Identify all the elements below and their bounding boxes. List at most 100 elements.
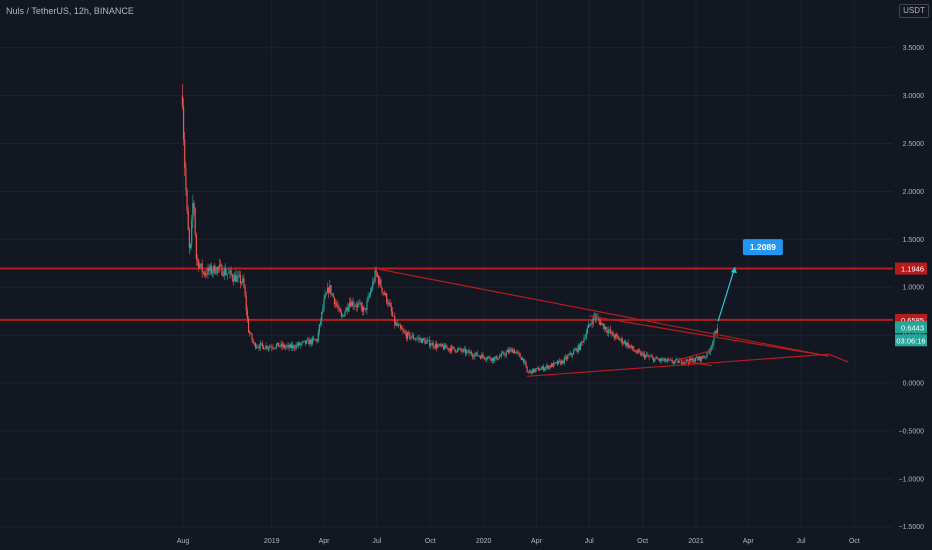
candle-body xyxy=(308,339,310,345)
candle-body xyxy=(416,338,418,340)
candle-body xyxy=(268,346,271,348)
candle-body xyxy=(293,345,295,349)
candle-body xyxy=(711,347,713,349)
candle-body xyxy=(300,343,302,346)
candle-body xyxy=(386,293,388,303)
candle-body xyxy=(713,334,715,342)
candle-body xyxy=(433,346,435,348)
candle-body xyxy=(528,371,531,373)
candle-body xyxy=(662,359,664,361)
x-tick-label: Oct xyxy=(637,538,648,545)
candle-body xyxy=(366,300,368,310)
candle-body xyxy=(565,356,568,359)
candle-body xyxy=(336,303,338,306)
candle-body xyxy=(682,363,684,365)
candle-body xyxy=(459,348,461,349)
candle-body xyxy=(705,356,707,358)
candle-body xyxy=(702,357,705,359)
candle-body xyxy=(237,275,239,277)
candle-body xyxy=(323,298,325,308)
candle-body xyxy=(346,307,348,311)
candle-body xyxy=(198,260,200,269)
candle-body xyxy=(499,355,502,357)
candle-body xyxy=(236,276,238,282)
candle-body xyxy=(604,326,606,330)
candle-body xyxy=(374,270,376,282)
candle-body xyxy=(257,346,259,348)
candle-body xyxy=(670,359,672,361)
candle-body xyxy=(487,357,489,359)
candle-body xyxy=(274,347,276,349)
candle-body xyxy=(648,356,650,357)
candle-body xyxy=(210,265,213,273)
candle-body xyxy=(547,365,549,369)
candle-body xyxy=(693,361,695,363)
candle-body xyxy=(343,315,345,317)
candle-body xyxy=(716,327,719,333)
candle-body xyxy=(410,337,412,339)
candle-body xyxy=(629,345,632,347)
candle-body xyxy=(412,335,414,339)
candle-body xyxy=(585,332,587,338)
candle-body xyxy=(641,353,643,356)
candle-body xyxy=(590,323,592,325)
candle-body xyxy=(475,352,477,355)
candle-body xyxy=(432,342,434,347)
candle-body xyxy=(278,342,280,348)
candle-body xyxy=(287,344,289,347)
candle-body xyxy=(588,324,590,328)
trend-line xyxy=(828,353,849,363)
candle-body xyxy=(388,303,390,305)
y-tick-label: 1.5000 xyxy=(903,237,925,244)
y-tick-label: 3.0000 xyxy=(903,93,925,100)
candle-body xyxy=(453,346,455,350)
currency-unit-label[interactable]: USDT xyxy=(899,4,929,18)
candle-body xyxy=(561,360,563,365)
candle-body xyxy=(397,324,399,326)
candlesticks xyxy=(181,83,719,376)
candle-body xyxy=(345,307,347,313)
candle-body xyxy=(292,345,294,348)
candle-body xyxy=(223,268,225,276)
countdown-label: 03:06:16 xyxy=(896,336,925,345)
candle-body xyxy=(227,273,229,275)
y-tick-label: −1.5000 xyxy=(899,524,925,531)
y-tick-label: 3.5000 xyxy=(903,45,925,52)
candle-body xyxy=(533,368,535,372)
candle-body xyxy=(714,331,716,335)
candle-body xyxy=(440,344,442,346)
candle-body xyxy=(507,350,510,353)
candle-body xyxy=(683,362,685,364)
candle-body xyxy=(456,348,459,352)
candle-body xyxy=(214,265,216,274)
candle-body xyxy=(394,316,396,326)
candle-body xyxy=(564,356,567,358)
candle-body xyxy=(505,352,507,356)
projection-arrowhead xyxy=(730,267,737,274)
symbol-header[interactable]: Nuls / TetherUS, 12h, BINANCE xyxy=(6,6,134,16)
candle-body xyxy=(243,278,245,287)
candle-body xyxy=(372,281,374,289)
candle-body xyxy=(424,339,426,344)
candle-body xyxy=(700,356,702,361)
candle-body xyxy=(389,303,391,306)
candle-body xyxy=(445,344,447,348)
candle-body xyxy=(627,342,629,348)
candle-body xyxy=(395,323,397,326)
candle-body xyxy=(263,345,265,350)
candle-body xyxy=(221,265,223,276)
x-tick-label: Jul xyxy=(585,538,594,545)
candle-body xyxy=(538,367,540,371)
candle-body xyxy=(518,352,520,354)
candle-body xyxy=(622,343,625,344)
candle-body xyxy=(504,354,506,356)
candle-body xyxy=(675,359,677,362)
candle-body xyxy=(251,333,253,341)
candle-body xyxy=(545,367,547,369)
candle-body xyxy=(246,310,249,319)
candle-body xyxy=(506,350,508,353)
candle-body xyxy=(513,349,515,354)
candle-body xyxy=(188,229,190,248)
candle-body xyxy=(600,323,603,325)
